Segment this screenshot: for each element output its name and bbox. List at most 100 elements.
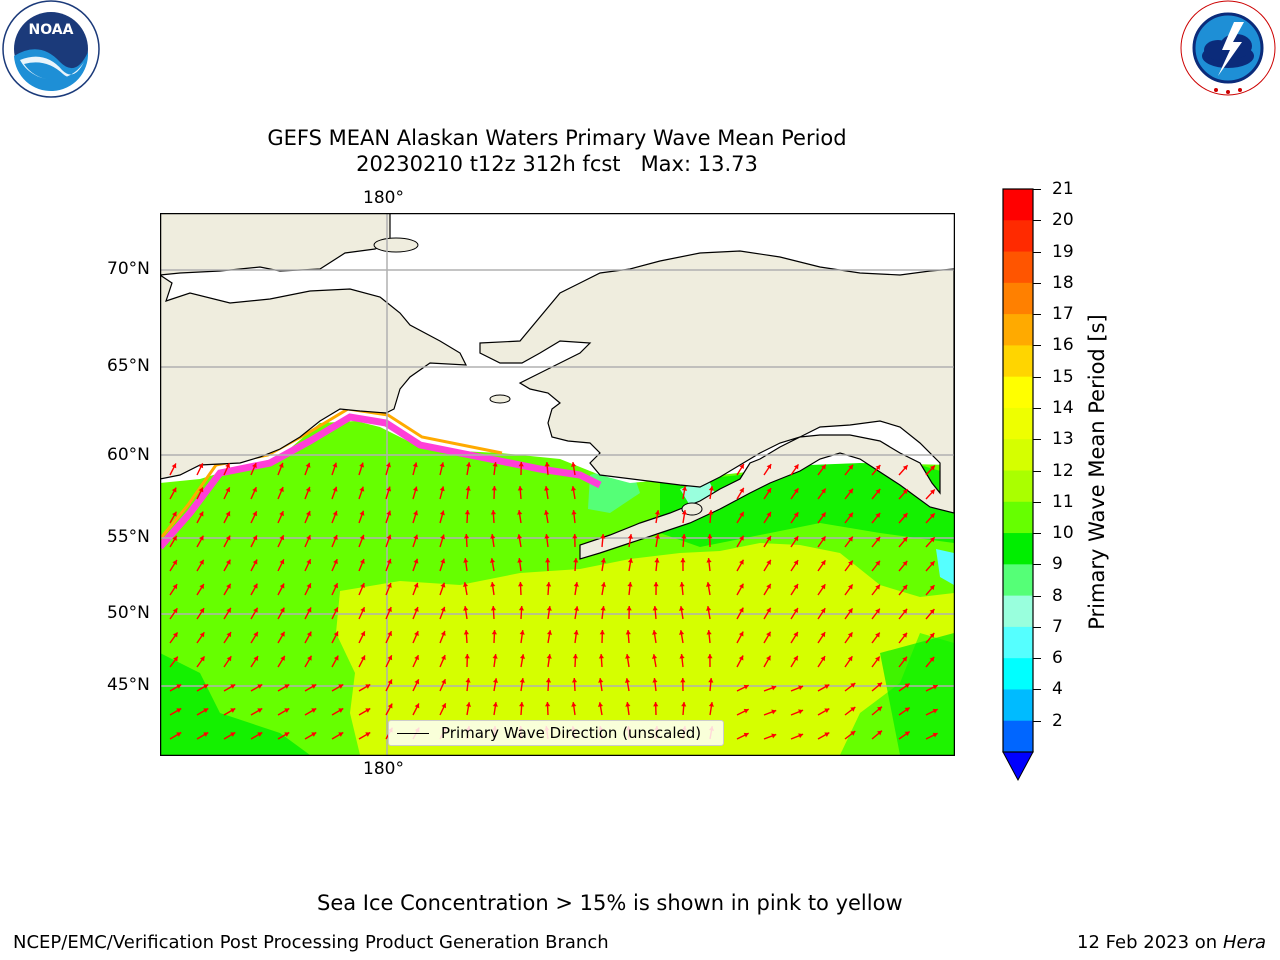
colorbar-cell: [1003, 595, 1033, 628]
wave-arrow-head: [359, 486, 365, 492]
wave-arrow-head: [199, 583, 204, 589]
wave-arrow-head: [875, 656, 880, 662]
wave-arrow-head: [627, 534, 633, 539]
wave-arrow-head: [440, 558, 446, 564]
wave-arrow-head: [440, 606, 446, 612]
wave-arrow-head: [199, 535, 204, 541]
wave-arrow-head: [284, 684, 290, 689]
wave-arrow-head: [766, 655, 771, 661]
wave-arrow-head: [171, 487, 177, 493]
wave-arrow-head: [600, 582, 607, 587]
wave-arrow-head: [573, 606, 580, 611]
wave-arrow-head: [199, 656, 205, 662]
wave-arrow-head: [199, 632, 205, 638]
colorbar-tick-mark: [1033, 345, 1041, 347]
wave-arrow-head: [463, 534, 470, 539]
colorbar-tick-mark: [1033, 189, 1041, 190]
wave-arrow-head: [766, 488, 772, 494]
wave-arrow-head: [171, 463, 177, 469]
colorbar-tick-mark: [1033, 720, 1041, 722]
wave-arrow-head: [902, 632, 908, 638]
wave-arrow-head: [306, 631, 312, 637]
wave-arrow-head: [332, 534, 338, 540]
colorbar-tick-label: 15: [1052, 366, 1074, 387]
wave-arrow-head: [743, 708, 749, 714]
wave-arrow-head: [875, 560, 880, 566]
wave-arrow-head: [820, 536, 826, 542]
wave-arrow-head: [176, 708, 182, 713]
wave-arrow-head: [198, 487, 204, 493]
colorbar-cell: [1003, 189, 1033, 221]
wave-arrow-head: [932, 732, 938, 738]
wave-arrow-head: [679, 654, 685, 659]
lon-label-top: 180°: [363, 188, 404, 208]
wave-arrow-head: [172, 632, 178, 638]
wave-arrow-head: [798, 709, 804, 715]
wave-arrow-head: [793, 560, 799, 566]
wave-arrow-head: [413, 582, 419, 588]
colorbar-tick-mark: [1033, 470, 1041, 472]
colorbar-tick-label: 17: [1052, 304, 1074, 325]
kodiak-island: [681, 502, 703, 516]
wave-arrow-head: [332, 462, 338, 468]
colorbar-tick-label: 10: [1052, 523, 1074, 544]
wave-arrow-head: [625, 654, 631, 659]
wave-arrow-head: [652, 678, 658, 683]
lon-label-bottom: 180°: [363, 759, 404, 779]
wave-arrow-head: [332, 510, 338, 516]
wave-arrow-head: [707, 534, 713, 539]
short-period-patch-sw: [160, 653, 310, 755]
colorbar-tick-mark: [1033, 439, 1041, 441]
footer-machine: Hera: [1222, 932, 1266, 953]
wave-arrow-head: [333, 631, 339, 637]
colorbar-tick-label: 16: [1052, 335, 1074, 356]
wave-arrow-head: [386, 558, 392, 564]
wave-arrow-head: [573, 630, 579, 635]
wave-arrow-head: [546, 654, 552, 659]
wave-arrow-head: [932, 684, 938, 690]
wave-arrow-head: [413, 510, 419, 516]
wave-arrow-head: [279, 511, 284, 517]
colorbar-cell: [1003, 658, 1033, 690]
wave-arrow-head: [257, 732, 263, 737]
wave-arrow-head: [517, 510, 523, 515]
wave-arrow-head: [489, 558, 496, 563]
wave-arrow-head: [930, 489, 935, 495]
colorbar-cell: [1003, 439, 1033, 471]
wave-arrow-head: [198, 511, 204, 517]
wave-arrow-head: [332, 486, 338, 492]
lat-label-60: 60°N: [107, 445, 150, 465]
wave-arrow-head: [252, 583, 258, 589]
wave-arrow-head: [441, 703, 447, 709]
wave-arrow-head: [766, 464, 772, 470]
map-title: GEFS MEAN Alaskan Waters Primary Wave Me…: [267, 126, 847, 150]
wave-arrow-head: [824, 708, 830, 713]
wave-arrow-head: [929, 537, 935, 543]
wave-arrow-head: [848, 536, 853, 542]
wave-arrow-head: [543, 510, 550, 515]
wave-arrow-head: [902, 513, 908, 519]
wave-arrow-head: [739, 583, 744, 589]
wave-period-map: [160, 213, 955, 756]
wave-arrow-head: [820, 632, 826, 638]
nws-logo: [1176, 0, 1280, 100]
noaa-logo: NOAA: [0, 0, 104, 100]
wave-arrow-head: [793, 655, 798, 661]
wave-arrow-head: [739, 511, 744, 517]
colorbar-cell: [1003, 720, 1033, 753]
wave-arrow-head: [360, 607, 366, 613]
wave-arrow-head: [306, 535, 311, 541]
colorbar-tick-mark: [1033, 689, 1041, 691]
wave-arrow-head: [462, 582, 469, 587]
wave-arrow-head: [544, 486, 550, 491]
colorbar-tick-mark: [1033, 314, 1041, 316]
wave-arrow-head: [225, 511, 231, 517]
wave-arrow-head: [279, 487, 284, 492]
wave-arrow-head: [278, 462, 284, 468]
wave-arrow-head: [226, 559, 231, 565]
wave-arrow-head: [877, 706, 882, 712]
wave-arrow-head: [875, 608, 880, 614]
legend-line-sample: [397, 733, 429, 734]
wave-arrow-head: [387, 655, 393, 661]
wave-arrow-head: [490, 510, 496, 515]
